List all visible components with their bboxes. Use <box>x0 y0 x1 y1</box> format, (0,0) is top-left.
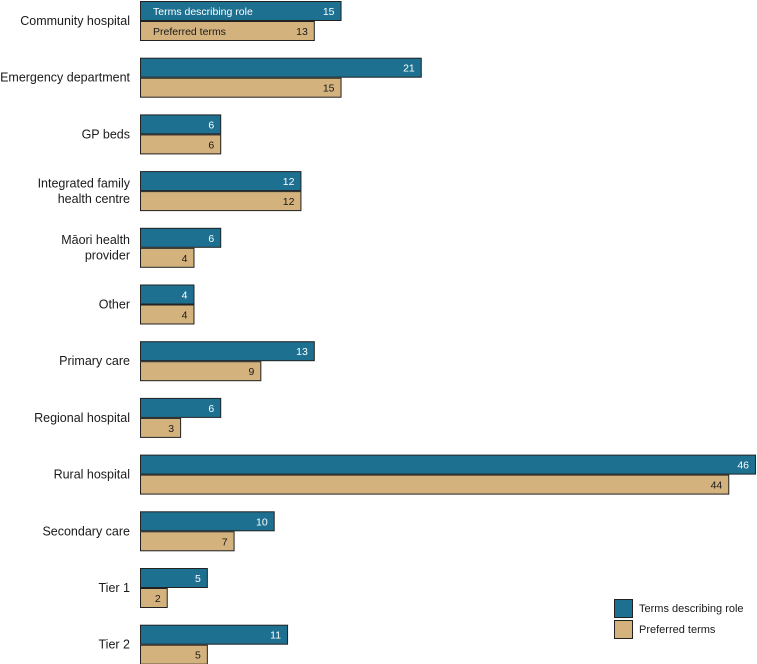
bar-terms-describing-role-other <box>140 284 195 305</box>
category-label-community-hospital: Community hospital <box>20 14 130 28</box>
bar-terms-describing-role-tier-2 <box>140 624 289 645</box>
bar-terms-describing-role-community-hospital <box>140 1 342 21</box>
value-label-preferred-terms-primary-care: 9 <box>248 366 254 378</box>
legend-swatch-preferred-terms <box>614 620 633 639</box>
bar-terms-describing-role-gp-beds <box>140 114 222 135</box>
bar-preferred-terms-other <box>140 304 195 325</box>
legend-label-terms-describing-role: Terms describing role <box>639 602 744 615</box>
category-label-rural-hospital: Rural hospital <box>54 468 130 482</box>
bar-terms-describing-role-emergency-department <box>140 57 422 78</box>
bar-terms-describing-role-maori-health-provider <box>140 227 222 248</box>
bar-terms-describing-role-tier-1 <box>140 568 208 588</box>
bar-preferred-terms-regional-hospital <box>140 417 182 438</box>
bar-preferred-terms-primary-care <box>140 361 262 382</box>
category-label-emergency-department: Emergency department <box>0 71 130 85</box>
category-label-regional-hospital: Regional hospital <box>34 411 130 425</box>
category-label-tier-1: Tier 1 <box>99 581 131 595</box>
value-label-terms-describing-role-rural-hospital: 46 <box>737 460 749 472</box>
bar-terms-describing-role-integrated-family-health-centre <box>140 171 302 192</box>
value-label-terms-describing-role-regional-hospital: 6 <box>208 403 214 415</box>
value-label-preferred-terms-secondary-care: 7 <box>222 536 228 548</box>
bar-preferred-terms-tier-2 <box>140 644 208 664</box>
bar-terms-describing-role-rural-hospital <box>140 454 756 475</box>
in-bar-series-label-terms-describing-role: Terms describing role <box>153 6 253 18</box>
legend-item-preferred-terms: Preferred terms <box>614 619 744 640</box>
value-label-preferred-terms-tier-2: 5 <box>195 650 201 662</box>
legend-label-preferred-terms: Preferred terms <box>639 623 716 636</box>
value-label-terms-describing-role-community-hospital: 15 <box>323 6 335 18</box>
category-label-maori-health-provider: Māori health provider <box>61 233 130 262</box>
bar-preferred-terms-emergency-department <box>140 77 342 98</box>
bar-preferred-terms-maori-health-provider <box>140 247 195 268</box>
bar-terms-describing-role-regional-hospital <box>140 397 222 418</box>
bar-preferred-terms-rural-hospital <box>140 474 730 495</box>
value-label-preferred-terms-community-hospital: 13 <box>296 26 308 38</box>
value-label-terms-describing-role-integrated-family-health-centre: 12 <box>283 176 295 188</box>
value-label-preferred-terms-maori-health-provider: 4 <box>182 253 188 265</box>
value-label-preferred-terms-tier-1: 2 <box>155 593 161 605</box>
value-label-terms-describing-role-secondary-care: 10 <box>256 516 268 528</box>
value-label-terms-describing-role-primary-care: 13 <box>296 346 308 358</box>
bar-preferred-terms-secondary-care <box>140 531 235 552</box>
value-label-preferred-terms-regional-hospital: 3 <box>168 423 174 435</box>
category-label-other: Other <box>99 298 130 312</box>
bar-terms-describing-role-primary-care <box>140 341 315 362</box>
category-label-secondary-care: Secondary care <box>42 524 130 538</box>
value-label-terms-describing-role-tier-2: 11 <box>270 630 281 642</box>
value-label-terms-describing-role-gp-beds: 6 <box>208 119 214 131</box>
value-label-preferred-terms-integrated-family-health-centre: 12 <box>283 196 295 208</box>
bar-preferred-terms-gp-beds <box>140 134 222 155</box>
category-label-integrated-family-health-centre: Integrated family health centre <box>38 176 131 206</box>
value-label-preferred-terms-emergency-department: 15 <box>323 83 335 95</box>
legend-item-terms-describing-role: Terms describing role <box>614 598 744 619</box>
value-label-terms-describing-role-emergency-department: 21 <box>403 63 415 75</box>
bar-terms-describing-role-secondary-care <box>140 511 275 532</box>
value-label-preferred-terms-gp-beds: 6 <box>208 139 214 151</box>
bar-preferred-terms-community-hospital <box>140 21 315 41</box>
legend: Terms describing role Preferred terms <box>614 598 744 640</box>
value-label-terms-describing-role-other: 4 <box>182 290 188 302</box>
value-label-preferred-terms-rural-hospital: 44 <box>711 480 723 492</box>
category-label-gp-beds: GP beds <box>82 127 130 141</box>
bar-preferred-terms-integrated-family-health-centre <box>140 191 302 212</box>
in-bar-series-label-preferred-terms: Preferred terms <box>153 26 226 38</box>
value-label-preferred-terms-other: 4 <box>182 310 188 322</box>
bar-preferred-terms-tier-1 <box>140 588 168 608</box>
value-label-terms-describing-role-maori-health-provider: 6 <box>208 233 214 245</box>
legend-swatch-terms-describing-role <box>614 599 633 618</box>
value-label-terms-describing-role-tier-1: 5 <box>195 573 201 585</box>
category-label-primary-care: Primary care <box>59 354 130 368</box>
category-label-tier-2: Tier 2 <box>99 638 131 652</box>
